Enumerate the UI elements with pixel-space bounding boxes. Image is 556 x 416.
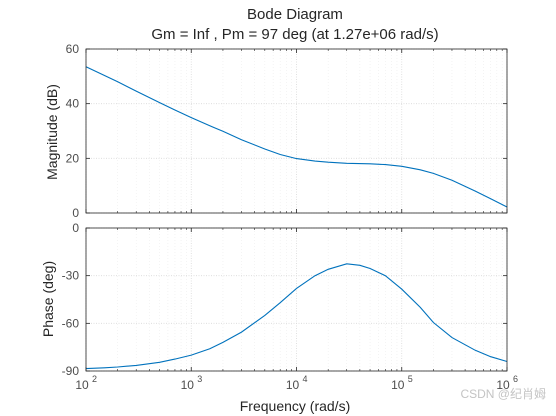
x-tick-label: 10 6 (496, 374, 518, 392)
magnitude-y-tick-label: 20 (66, 151, 80, 165)
phase-y-tick-label: 0 (72, 221, 79, 235)
phase-y-tick-label: -90 (62, 364, 80, 378)
x-tick-base: 10 (496, 378, 510, 392)
magnitude-axis-label: Magnitude (dB) (44, 84, 60, 180)
x-tick-exponent: 3 (197, 374, 202, 384)
x-tick-label: 10 3 (181, 374, 203, 392)
x-tick-base: 10 (181, 378, 195, 392)
watermark: CSDN @纪肖姆 (460, 387, 546, 401)
magnitude-y-tick-label: 40 (66, 97, 80, 111)
x-tick-label: 10 2 (75, 374, 97, 392)
frequency-axis-label: Frequency (rad/s) (240, 398, 350, 414)
x-tick-exponent: 5 (408, 374, 413, 384)
x-tick-base: 10 (75, 378, 89, 392)
magnitude-y-tick-label: 0 (72, 206, 79, 220)
x-tick-base: 10 (391, 378, 405, 392)
x-tick-base: 10 (286, 378, 300, 392)
magnitude-y-tick-label: 60 (66, 42, 80, 56)
phase-y-tick-label: -60 (62, 316, 80, 330)
chart-subtitle: Gm = Inf , Pm = 97 deg (at 1.27e+06 rad/… (151, 26, 438, 43)
phase-series-line (85, 263, 508, 370)
x-tick-label: 10 5 (391, 374, 413, 392)
phase-y-tick-label: -30 (62, 269, 80, 283)
x-tick-exponent: 4 (303, 374, 308, 384)
chart-title: Bode Diagram (247, 6, 343, 23)
phase-plot-area (86, 228, 507, 371)
x-tick-label: 10 4 (286, 374, 308, 392)
phase-axis-label: Phase (deg) (40, 261, 56, 337)
magnitude-plot-area (86, 49, 507, 213)
x-tick-exponent: 2 (92, 374, 97, 384)
x-tick-exponent: 6 (513, 374, 518, 384)
magnitude-series-line (85, 66, 508, 208)
magnitude-plot: 0 20 40 60 (66, 42, 508, 220)
